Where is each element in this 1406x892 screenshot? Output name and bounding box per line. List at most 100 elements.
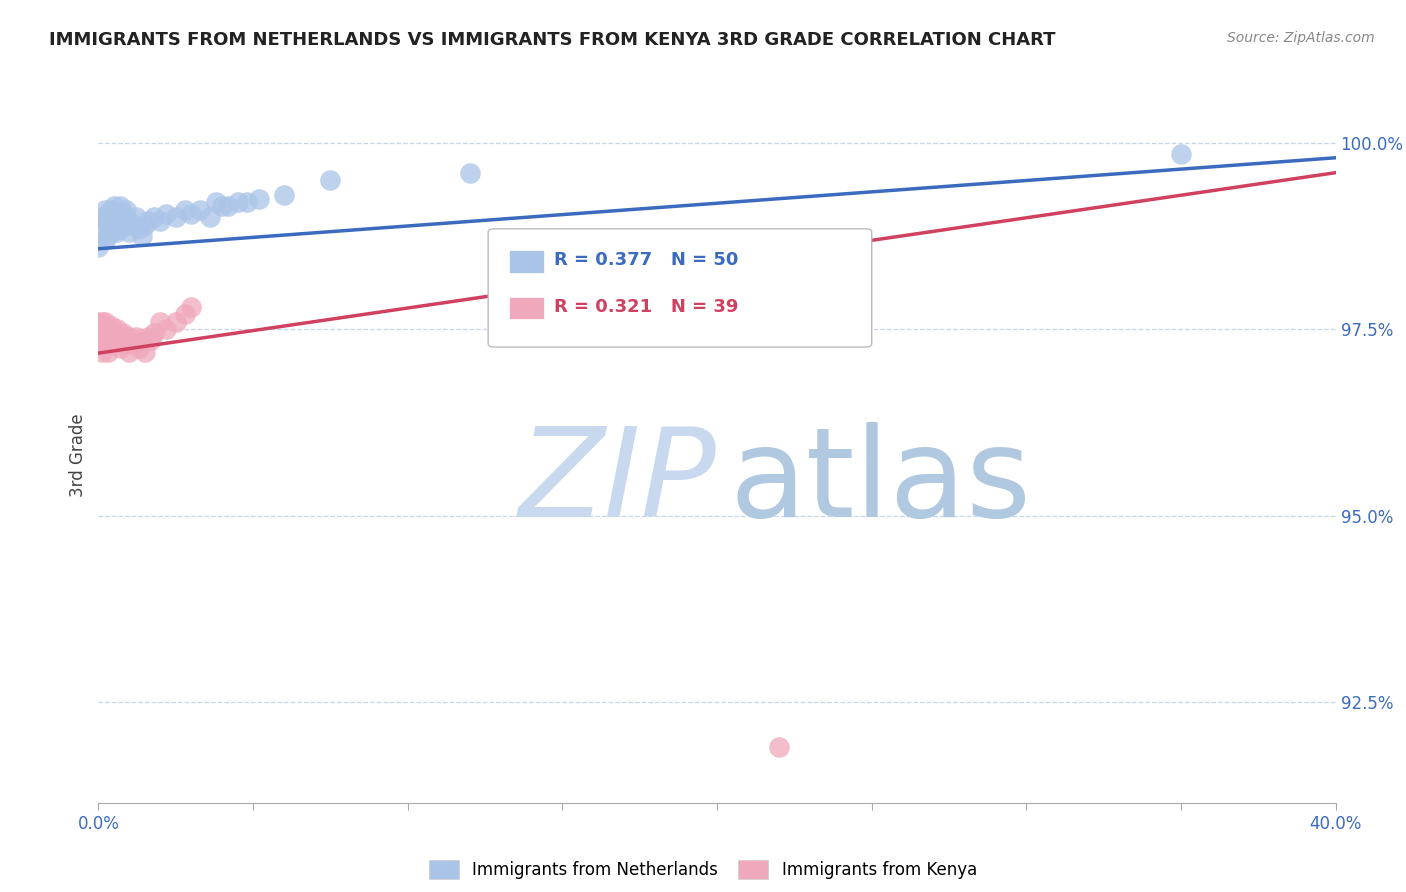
Point — [112, 337, 135, 351]
Text: IMMIGRANTS FROM NETHERLANDS VS IMMIGRANTS FROM KENYA 3RD GRADE CORRELATION CHART: IMMIGRANTS FROM NETHERLANDS VS IMMIGRANT… — [49, 31, 1056, 49]
Point — [103, 221, 125, 235]
Point — [93, 337, 115, 351]
Point — [103, 326, 125, 340]
Point — [128, 221, 150, 235]
Point — [136, 329, 159, 343]
Point — [87, 240, 110, 254]
Point — [134, 344, 156, 359]
Point — [105, 225, 128, 239]
Point — [165, 315, 187, 329]
Point — [90, 315, 112, 329]
Point — [139, 334, 162, 348]
Point — [90, 221, 112, 235]
Point — [93, 315, 115, 329]
Point — [155, 322, 177, 336]
Point — [112, 326, 135, 340]
Point — [100, 329, 122, 343]
Point — [112, 207, 135, 221]
Point — [205, 195, 228, 210]
FancyBboxPatch shape — [509, 251, 544, 273]
Point — [198, 211, 221, 225]
Point — [90, 326, 112, 340]
Text: atlas: atlas — [730, 422, 1032, 543]
Point — [105, 207, 128, 221]
Point — [97, 218, 120, 232]
Legend: Immigrants from Netherlands, Immigrants from Kenya: Immigrants from Netherlands, Immigrants … — [429, 860, 977, 880]
Point — [319, 173, 342, 187]
Point — [458, 166, 481, 180]
Point — [118, 329, 141, 343]
Point — [90, 344, 112, 359]
Point — [124, 211, 146, 225]
Point — [90, 334, 112, 348]
Point — [115, 202, 138, 217]
Point — [134, 218, 156, 232]
Point — [108, 329, 131, 343]
Text: ZIP: ZIP — [519, 422, 717, 543]
Point — [100, 202, 122, 217]
Point — [100, 214, 122, 228]
Point — [97, 322, 120, 336]
Point — [93, 326, 115, 340]
Point — [103, 211, 125, 225]
Point — [124, 329, 146, 343]
FancyBboxPatch shape — [488, 229, 872, 347]
Point — [97, 344, 120, 359]
Point — [90, 211, 112, 225]
Point — [115, 334, 138, 348]
Point — [121, 218, 143, 232]
Point — [115, 214, 138, 228]
Point — [155, 207, 177, 221]
Point — [174, 307, 197, 321]
Point — [108, 341, 131, 355]
Point — [128, 341, 150, 355]
Point — [143, 326, 166, 340]
Point — [149, 315, 172, 329]
Point — [105, 334, 128, 348]
Point — [768, 739, 790, 754]
Y-axis label: 3rd Grade: 3rd Grade — [69, 413, 87, 497]
Point — [118, 225, 141, 239]
Point — [180, 207, 202, 221]
Point — [97, 229, 120, 244]
Point — [105, 322, 128, 336]
Point — [93, 233, 115, 247]
Point — [190, 202, 212, 217]
Point — [118, 214, 141, 228]
Point — [226, 195, 249, 210]
Point — [100, 225, 122, 239]
Point — [97, 207, 120, 221]
Point — [121, 337, 143, 351]
Point — [131, 334, 153, 348]
Point — [273, 188, 295, 202]
Point — [97, 334, 120, 348]
Point — [103, 337, 125, 351]
Point — [103, 199, 125, 213]
Point — [165, 211, 187, 225]
Point — [136, 214, 159, 228]
Point — [1170, 147, 1192, 161]
Point — [149, 214, 172, 228]
FancyBboxPatch shape — [509, 297, 544, 319]
Point — [108, 211, 131, 225]
Text: Source: ZipAtlas.com: Source: ZipAtlas.com — [1227, 31, 1375, 45]
Point — [131, 229, 153, 244]
Point — [217, 199, 239, 213]
Point — [108, 199, 131, 213]
Point — [247, 192, 270, 206]
Point — [112, 218, 135, 232]
Text: R = 0.377   N = 50: R = 0.377 N = 50 — [554, 252, 738, 269]
Text: R = 0.321   N = 39: R = 0.321 N = 39 — [554, 298, 738, 316]
Point — [100, 318, 122, 333]
Point — [93, 202, 115, 217]
Point — [93, 214, 115, 228]
Point — [174, 202, 197, 217]
Point — [180, 300, 202, 314]
Point — [87, 315, 110, 329]
Point — [108, 221, 131, 235]
Point — [143, 211, 166, 225]
Point — [118, 344, 141, 359]
Point — [87, 322, 110, 336]
Point — [236, 195, 259, 210]
Point — [211, 199, 233, 213]
